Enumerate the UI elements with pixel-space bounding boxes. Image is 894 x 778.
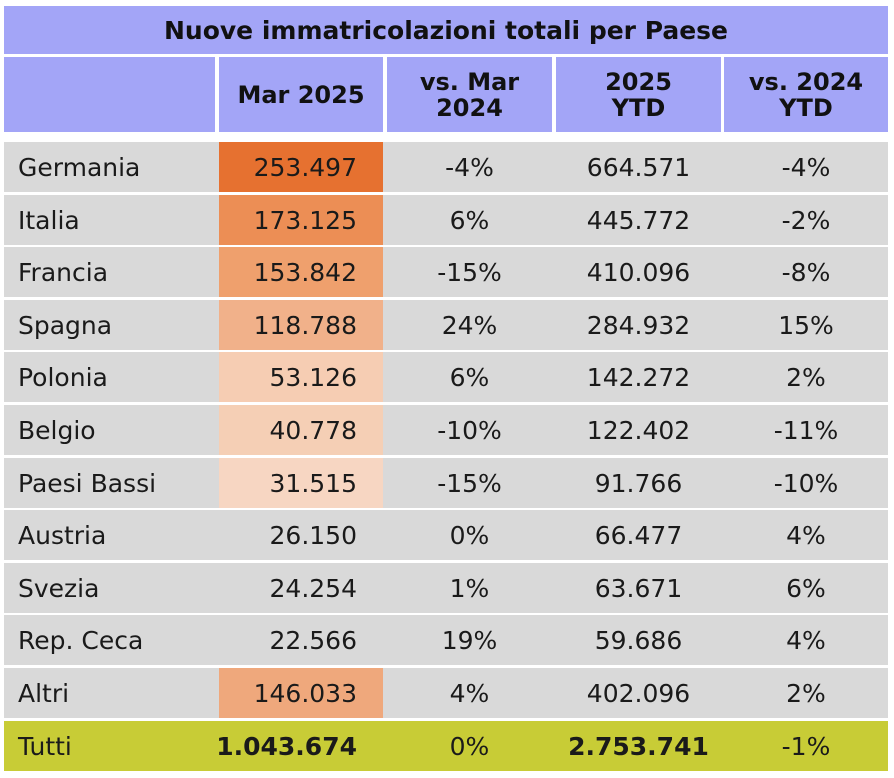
mar-2025-value: 118.788 bbox=[253, 310, 357, 340]
ytd-2025-value: 142.272 bbox=[586, 362, 691, 392]
vs-ytd-2024-value: 6% bbox=[786, 573, 826, 603]
table-row: Francia 153.842 -15% 410.096 -8% bbox=[4, 247, 888, 297]
country-name: Svezia bbox=[18, 573, 100, 603]
vs-ytd-2024-value: -10% bbox=[773, 468, 839, 498]
vs-mar-2024-value: -15% bbox=[437, 468, 502, 498]
table-title: Nuove immatricolazioni totali per Paese bbox=[4, 6, 888, 54]
ytd-2025-value: 410.096 bbox=[586, 257, 691, 287]
ytd-2025-value: 91.766 bbox=[594, 468, 683, 498]
table-row: Paesi Bassi 31.515 -15% 91.766 -10% bbox=[4, 458, 888, 508]
vs-ytd-2024-value: 2% bbox=[786, 362, 826, 392]
ytd-2025-value: 63.671 bbox=[594, 573, 683, 603]
total-vs-2024-ytd: -1% bbox=[781, 731, 831, 761]
mar-2025-value: 53.126 bbox=[269, 362, 357, 392]
mar-2025-value: 31.515 bbox=[269, 468, 357, 498]
header-country bbox=[4, 57, 215, 132]
country-name: Italia bbox=[18, 205, 80, 235]
table-row: Austria 26.150 0% 66.477 4% bbox=[4, 510, 888, 560]
header-mar-2025: Mar 2025 bbox=[219, 57, 383, 132]
ytd-2025-value: 122.402 bbox=[586, 415, 691, 445]
total-label: Tutti bbox=[18, 731, 72, 761]
vs-ytd-2024-value: -11% bbox=[773, 415, 839, 445]
mar-2025-value: 173.125 bbox=[253, 205, 357, 235]
table-row: Italia 173.125 6% 445.772 -2% bbox=[4, 195, 888, 245]
country-name: Polonia bbox=[18, 362, 108, 392]
heat-cell bbox=[219, 352, 383, 402]
table-row: Germania 253.497 -4% 664.571 -4% bbox=[4, 142, 888, 192]
table-row: Altri 146.033 4% 402.096 2% bbox=[4, 668, 888, 718]
total-vs-mar-2024: 0% bbox=[449, 731, 490, 761]
vs-ytd-2024-value: -4% bbox=[781, 152, 831, 182]
total-row: Tutti 1.043.674 0% 2.753.741 -1% bbox=[4, 721, 888, 771]
country-name: Rep. Ceca bbox=[18, 625, 144, 655]
vs-mar-2024-value: 1% bbox=[449, 573, 490, 603]
header-2025-ytd: 2025 YTD bbox=[556, 57, 721, 132]
ytd-2025-value: 664.571 bbox=[586, 152, 691, 182]
vs-ytd-2024-value: 15% bbox=[778, 310, 834, 340]
heat-cell bbox=[219, 142, 383, 192]
heat-cell bbox=[219, 458, 383, 508]
vs-ytd-2024-value: 4% bbox=[786, 625, 826, 655]
heat-cell bbox=[219, 405, 383, 455]
mar-2025-value: 253.497 bbox=[253, 152, 357, 182]
vs-ytd-2024-value: -8% bbox=[781, 257, 831, 287]
heat-cell bbox=[219, 247, 383, 297]
mar-2025-value: 26.150 bbox=[269, 520, 357, 550]
country-name: Paesi Bassi bbox=[18, 468, 157, 498]
vs-mar-2024-value: -10% bbox=[437, 415, 502, 445]
table-row: Rep. Ceca 22.566 19% 59.686 4% bbox=[4, 615, 888, 665]
mar-2025-value: 153.842 bbox=[253, 257, 357, 287]
heat-cell bbox=[219, 300, 383, 350]
table-row: Polonia 53.126 6% 142.272 2% bbox=[4, 352, 888, 402]
country-name: Belgio bbox=[18, 415, 96, 445]
vs-mar-2024-value: 0% bbox=[449, 520, 490, 550]
mar-2025-value: 40.778 bbox=[269, 415, 357, 445]
country-name: Francia bbox=[18, 257, 109, 287]
country-name: Austria bbox=[18, 520, 107, 550]
heat-cell bbox=[219, 195, 383, 245]
header-vs-2024-ytd: vs. 2024 YTD bbox=[724, 57, 888, 132]
ytd-2025-value: 402.096 bbox=[586, 678, 691, 708]
vs-mar-2024-value: -4% bbox=[445, 152, 494, 182]
vs-ytd-2024-value: -2% bbox=[781, 205, 831, 235]
header-vs-mar-2024: vs. Mar 2024 bbox=[387, 57, 552, 132]
ytd-2025-value: 284.932 bbox=[586, 310, 691, 340]
ytd-2025-value: 66.477 bbox=[594, 520, 683, 550]
vs-mar-2024-value: 24% bbox=[441, 310, 498, 340]
total-2025-ytd: 2.753.741 bbox=[568, 731, 709, 761]
country-name: Germania bbox=[18, 152, 141, 182]
mar-2025-value: 146.033 bbox=[253, 678, 357, 708]
heat-cell bbox=[219, 668, 383, 718]
table-row: Belgio 40.778 -10% 122.402 -11% bbox=[4, 405, 888, 455]
vs-mar-2024-value: 4% bbox=[449, 678, 490, 708]
vs-ytd-2024-value: 2% bbox=[786, 678, 826, 708]
vs-ytd-2024-value: 4% bbox=[786, 520, 826, 550]
total-mar-2025: 1.043.674 bbox=[216, 731, 357, 761]
vs-mar-2024-value: 19% bbox=[441, 625, 498, 655]
mar-2025-value: 22.566 bbox=[269, 625, 357, 655]
country-name: Altri bbox=[18, 678, 70, 708]
ytd-2025-value: 59.686 bbox=[594, 625, 683, 655]
vs-mar-2024-value: 6% bbox=[449, 362, 490, 392]
table-row: Spagna 118.788 24% 284.932 15% bbox=[4, 300, 888, 350]
table-row: Svezia 24.254 1% 63.671 6% bbox=[4, 563, 888, 613]
ytd-2025-value: 445.772 bbox=[586, 205, 691, 235]
country-name: Spagna bbox=[18, 310, 113, 340]
vs-mar-2024-value: 6% bbox=[449, 205, 490, 235]
mar-2025-value: 24.254 bbox=[269, 573, 357, 603]
vs-mar-2024-value: -15% bbox=[437, 257, 502, 287]
